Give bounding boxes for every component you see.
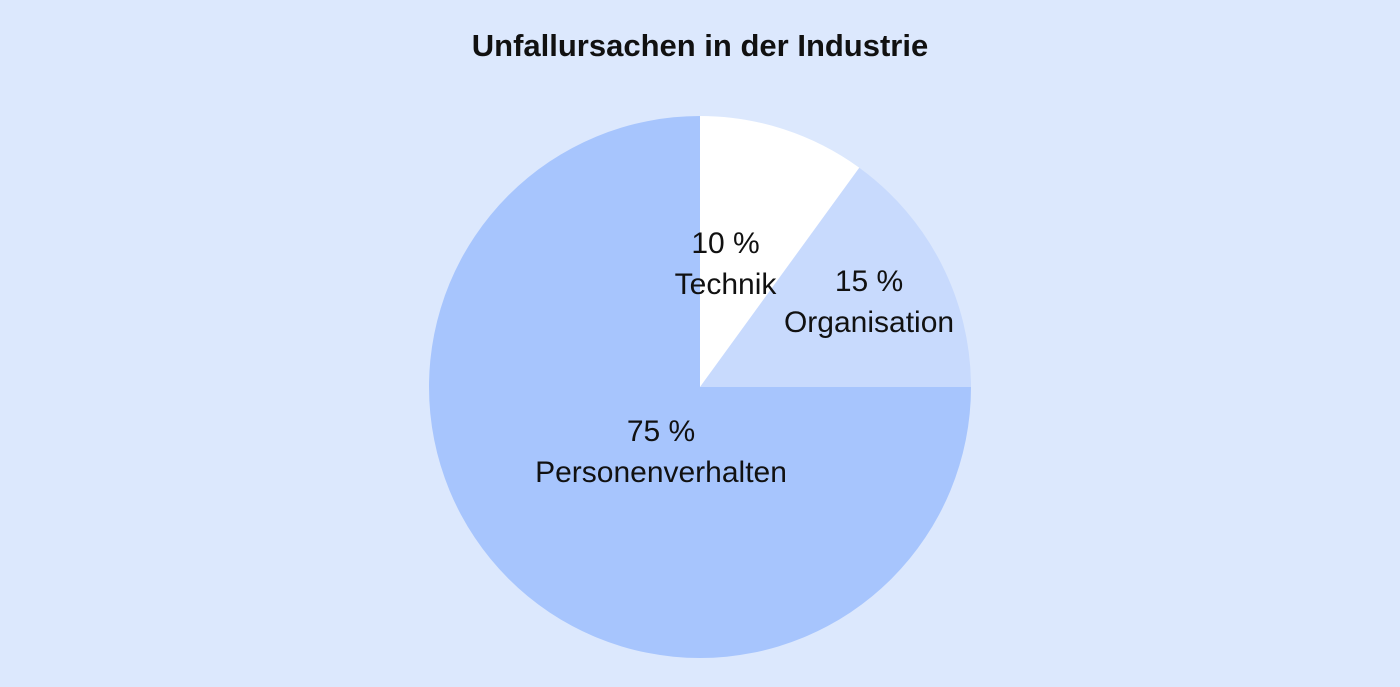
pie-labels: 10 % Technik 15 % Organisation 75 % Personenv… — [535, 227, 954, 489]
slice-label-organisation: Organisation — [784, 306, 954, 339]
slice-value-organisation: 15 % — [835, 265, 903, 298]
pie-slice-organisation — [700, 167, 971, 387]
slice-value-personenverhalten: 75 % — [627, 415, 695, 448]
slice-value-technik: 10 % — [691, 227, 759, 260]
pie-slices — [429, 116, 971, 658]
slice-label-technik: Technik — [675, 268, 778, 301]
slice-label-personenverhalten: Personenverhalten — [535, 456, 787, 489]
pie-slice-personenverhalten — [429, 116, 971, 658]
pie-slice-technik — [700, 116, 860, 387]
chart-title: Unfallursachen in der Industrie — [471, 28, 929, 63]
